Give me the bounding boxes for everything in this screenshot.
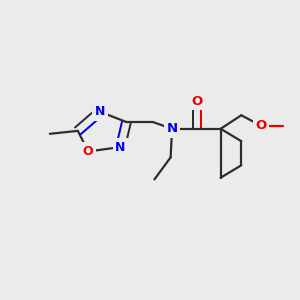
Text: O: O [191, 95, 203, 108]
Text: N: N [116, 141, 126, 154]
Text: N: N [95, 105, 105, 118]
Text: O: O [256, 119, 267, 132]
Text: O: O [83, 145, 94, 158]
Text: N: N [167, 122, 178, 135]
